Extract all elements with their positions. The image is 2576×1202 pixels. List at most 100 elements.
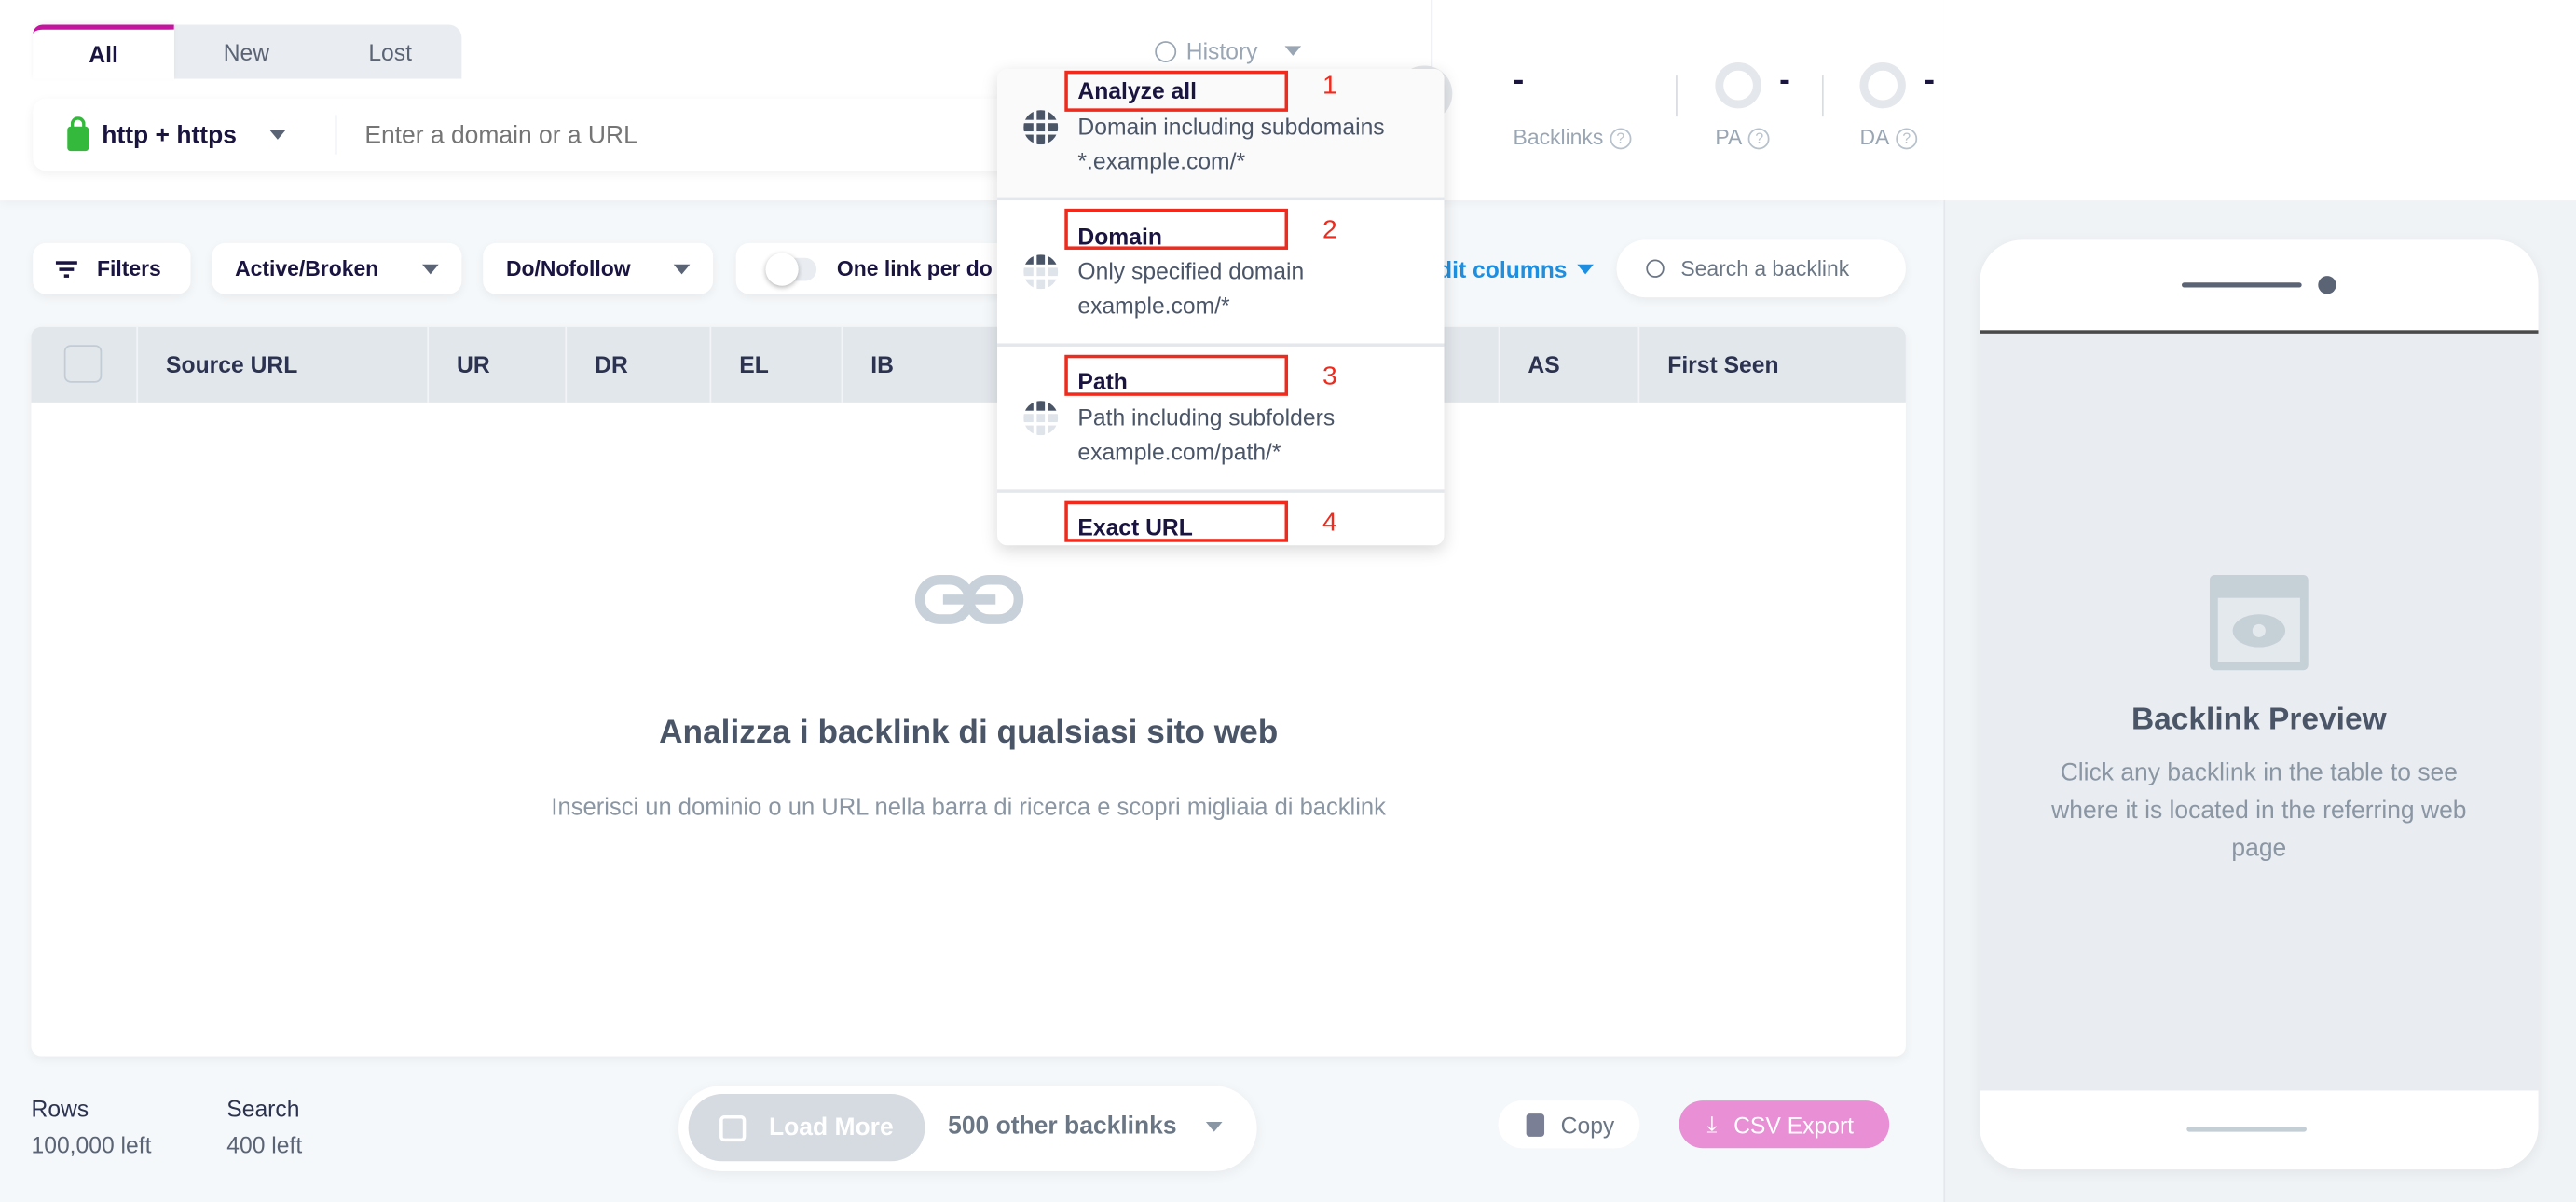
- help-icon[interactable]: ?: [1748, 128, 1771, 150]
- globe-grid-icon: [1023, 110, 1059, 145]
- backlink-count-select[interactable]: 500 other backlinks: [948, 1112, 1223, 1140]
- empty-title: Analizza i backlink di qualsiasi sito we…: [659, 714, 1279, 751]
- edit-columns-button[interactable]: Edit columns: [1423, 256, 1594, 282]
- copy-label: Copy: [1560, 1111, 1615, 1138]
- active-broken-select[interactable]: Active/Broken: [212, 242, 462, 294]
- pa-label: PA?: [1715, 125, 1771, 150]
- table-header: [31, 326, 1906, 403]
- tab-new[interactable]: New: [223, 38, 270, 65]
- edit-columns-label: Edit columns: [1422, 255, 1568, 283]
- da-ring: [1859, 61, 1906, 109]
- column-as[interactable]: AS: [1498, 326, 1638, 403]
- pa-ring: [1715, 61, 1761, 109]
- option-example: example.com/path/*: [1077, 438, 1281, 465]
- copy-button[interactable]: Copy: [1498, 1100, 1640, 1149]
- column-el[interactable]: EL: [709, 326, 842, 403]
- option-title: Domain: [1077, 223, 1162, 250]
- one-link-toggle[interactable]: One link per do: [735, 242, 1016, 294]
- copy-icon: [1526, 1113, 1545, 1136]
- help-icon[interactable]: ?: [1610, 128, 1632, 150]
- phone-screen: [1980, 330, 2539, 1091]
- domain-input[interactable]: [364, 120, 956, 149]
- path-grid-icon: [1023, 401, 1059, 436]
- active-broken-label: Active/Broken: [235, 255, 379, 281]
- option-title: Path: [1077, 367, 1128, 395]
- tab-lost[interactable]: Lost: [368, 38, 412, 65]
- domain-grid-icon: [1023, 254, 1059, 290]
- chevron-down-icon: [1577, 264, 1594, 275]
- pa-value: -: [1779, 61, 1790, 99]
- chevron-down-icon: [1283, 46, 1301, 56]
- column-ib[interactable]: IB: [841, 326, 969, 403]
- load-more-button[interactable]: Load More: [688, 1094, 925, 1162]
- backlinks-value: -: [1513, 61, 1525, 99]
- phone-speaker: [2181, 282, 2302, 288]
- search-label: Search: [226, 1095, 300, 1122]
- select-all-checkbox[interactable]: [63, 345, 103, 383]
- column-first-seen[interactable]: First Seen: [1637, 326, 1906, 403]
- option-path[interactable]: Path 3 Path including subfolders example…: [997, 347, 1445, 493]
- da-label: DA?: [1859, 125, 1918, 150]
- plus-icon: [719, 1114, 747, 1141]
- history-label: History: [1185, 37, 1258, 64]
- annotation-number: 3: [1322, 362, 1337, 391]
- chevron-down-icon: [269, 130, 286, 140]
- help-icon[interactable]: ?: [1896, 128, 1918, 150]
- option-analyze-all[interactable]: Analyze all 1 Domain including subdomain…: [997, 69, 1445, 201]
- divider: [1676, 75, 1678, 117]
- load-more-label: Load More: [768, 1113, 894, 1142]
- search-bar: http + https: [33, 98, 1019, 171]
- tab-bar-bg: [173, 24, 462, 79]
- csv-export-button[interactable]: ⤓ CSV Export: [1679, 1100, 1890, 1149]
- filter-icon: [55, 260, 77, 278]
- filters-button[interactable]: Filters: [33, 242, 191, 294]
- search-backlink-input[interactable]: Search a backlink: [1616, 239, 1906, 298]
- option-example: *.example.com/*: [1077, 147, 1246, 174]
- annotation-number: 1: [1322, 72, 1337, 101]
- column-ur[interactable]: UR: [427, 326, 565, 403]
- csv-label: CSV Export: [1733, 1111, 1855, 1138]
- option-description: Path including subfolders: [1077, 403, 1336, 430]
- option-exact-url[interactable]: Exact URL 4: [997, 493, 1444, 545]
- do-nofollow-select[interactable]: Do/Nofollow: [483, 242, 714, 294]
- divider: [1821, 75, 1824, 117]
- preview-eye-icon: [2209, 574, 2309, 671]
- highlight-box: [1064, 354, 1289, 396]
- column-source-url[interactable]: Source URL: [136, 326, 427, 403]
- analyze-mode-dropdown: Analyze all 1 Domain including subdomain…: [997, 69, 1445, 546]
- rows-value: 100,000 left: [31, 1131, 152, 1158]
- option-domain[interactable]: Domain 2 Only specified domain example.c…: [997, 200, 1445, 347]
- phone-home-bar: [2186, 1127, 2307, 1132]
- highlight-box: [1064, 70, 1289, 112]
- option-description: Domain including subdomains: [1077, 113, 1385, 140]
- history-icon: [1155, 40, 1177, 62]
- toggle-switch[interactable]: [765, 252, 817, 285]
- chevron-down-icon: [422, 263, 439, 274]
- filters-label: Filters: [97, 255, 161, 281]
- rows-label: Rows: [31, 1095, 89, 1122]
- chevron-down-icon: [673, 263, 691, 274]
- highlight-box: [1064, 500, 1289, 542]
- protocol-select[interactable]: http + https: [33, 115, 337, 155]
- link-icon: [914, 574, 1024, 624]
- history-button[interactable]: History: [1155, 37, 1301, 64]
- option-title: Analyze all: [1077, 76, 1197, 104]
- protocol-label: http + https: [102, 120, 237, 149]
- lock-icon: [67, 116, 89, 151]
- empty-subtitle: Inserisci un dominio o un URL nella barr…: [551, 795, 1386, 822]
- do-nofollow-label: Do/Nofollow: [505, 255, 631, 281]
- chevron-down-icon: [1206, 1121, 1223, 1131]
- da-value: -: [1924, 61, 1935, 99]
- column-dr[interactable]: DR: [565, 326, 709, 403]
- preview-text: Click any backlink in the table to see w…: [2051, 758, 2467, 863]
- annotation-number: 2: [1322, 216, 1337, 245]
- search-icon: [1646, 259, 1665, 278]
- other-backlinks-label: 500 other backlinks: [948, 1112, 1177, 1141]
- backlinks-table: [31, 326, 1906, 1057]
- annotation-number: 4: [1322, 509, 1337, 538]
- highlight-box: [1064, 208, 1289, 250]
- search-placeholder: Search a backlink: [1680, 255, 1850, 281]
- backlinks-label: Backlinks?: [1514, 125, 1632, 150]
- one-link-label: One link per do: [836, 255, 993, 281]
- tab-all[interactable]: All: [33, 24, 174, 79]
